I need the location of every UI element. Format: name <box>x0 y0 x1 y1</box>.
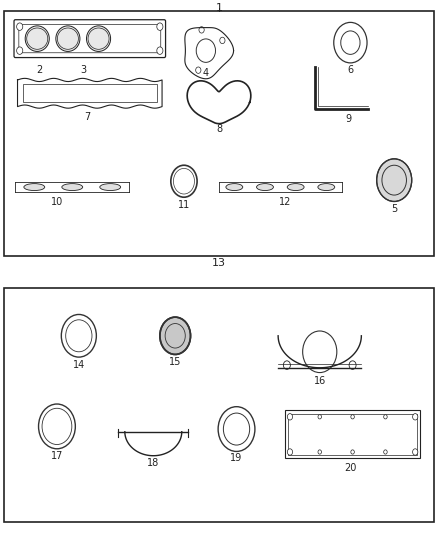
Text: 5: 5 <box>391 204 397 214</box>
Bar <box>23 84 157 102</box>
Circle shape <box>199 27 204 33</box>
Circle shape <box>157 23 163 30</box>
Text: 9: 9 <box>345 114 351 124</box>
Circle shape <box>413 449 418 455</box>
Circle shape <box>283 361 290 369</box>
Ellipse shape <box>56 26 80 51</box>
Text: 14: 14 <box>73 360 85 370</box>
Text: 13: 13 <box>212 258 226 268</box>
Text: 4: 4 <box>203 68 209 78</box>
Circle shape <box>413 414 418 420</box>
Text: 17: 17 <box>51 451 63 461</box>
Circle shape <box>220 37 225 44</box>
Circle shape <box>349 361 356 369</box>
Text: 8: 8 <box>216 124 222 134</box>
Circle shape <box>157 47 163 54</box>
Text: 15: 15 <box>169 357 181 367</box>
Bar <box>288 414 417 455</box>
Ellipse shape <box>318 183 335 190</box>
Text: 2: 2 <box>36 65 42 75</box>
Text: 1: 1 <box>215 3 223 13</box>
Circle shape <box>287 414 293 420</box>
Ellipse shape <box>257 183 273 190</box>
Ellipse shape <box>100 183 121 190</box>
Ellipse shape <box>24 183 45 190</box>
Circle shape <box>287 449 293 455</box>
Bar <box>4 11 434 256</box>
Text: 18: 18 <box>147 458 159 469</box>
Circle shape <box>318 415 321 419</box>
Text: 7: 7 <box>85 112 91 122</box>
Circle shape <box>351 415 354 419</box>
Ellipse shape <box>226 183 243 190</box>
Bar <box>4 288 434 522</box>
Text: 12: 12 <box>279 197 291 207</box>
Text: 6: 6 <box>347 65 353 75</box>
Ellipse shape <box>86 26 110 51</box>
Circle shape <box>318 450 321 454</box>
Text: 10: 10 <box>51 197 63 207</box>
Ellipse shape <box>287 183 304 190</box>
Circle shape <box>384 415 387 419</box>
Circle shape <box>351 450 354 454</box>
Circle shape <box>196 67 201 74</box>
Circle shape <box>160 317 191 354</box>
Text: 20: 20 <box>344 463 357 473</box>
Circle shape <box>384 450 387 454</box>
Circle shape <box>377 159 412 201</box>
Circle shape <box>17 47 23 54</box>
Bar <box>285 410 420 458</box>
Text: 19: 19 <box>230 453 243 463</box>
Ellipse shape <box>25 26 49 51</box>
Text: 11: 11 <box>178 200 190 210</box>
Text: 3: 3 <box>80 65 86 75</box>
Text: 16: 16 <box>314 376 326 386</box>
Ellipse shape <box>62 183 83 190</box>
Circle shape <box>17 23 23 30</box>
